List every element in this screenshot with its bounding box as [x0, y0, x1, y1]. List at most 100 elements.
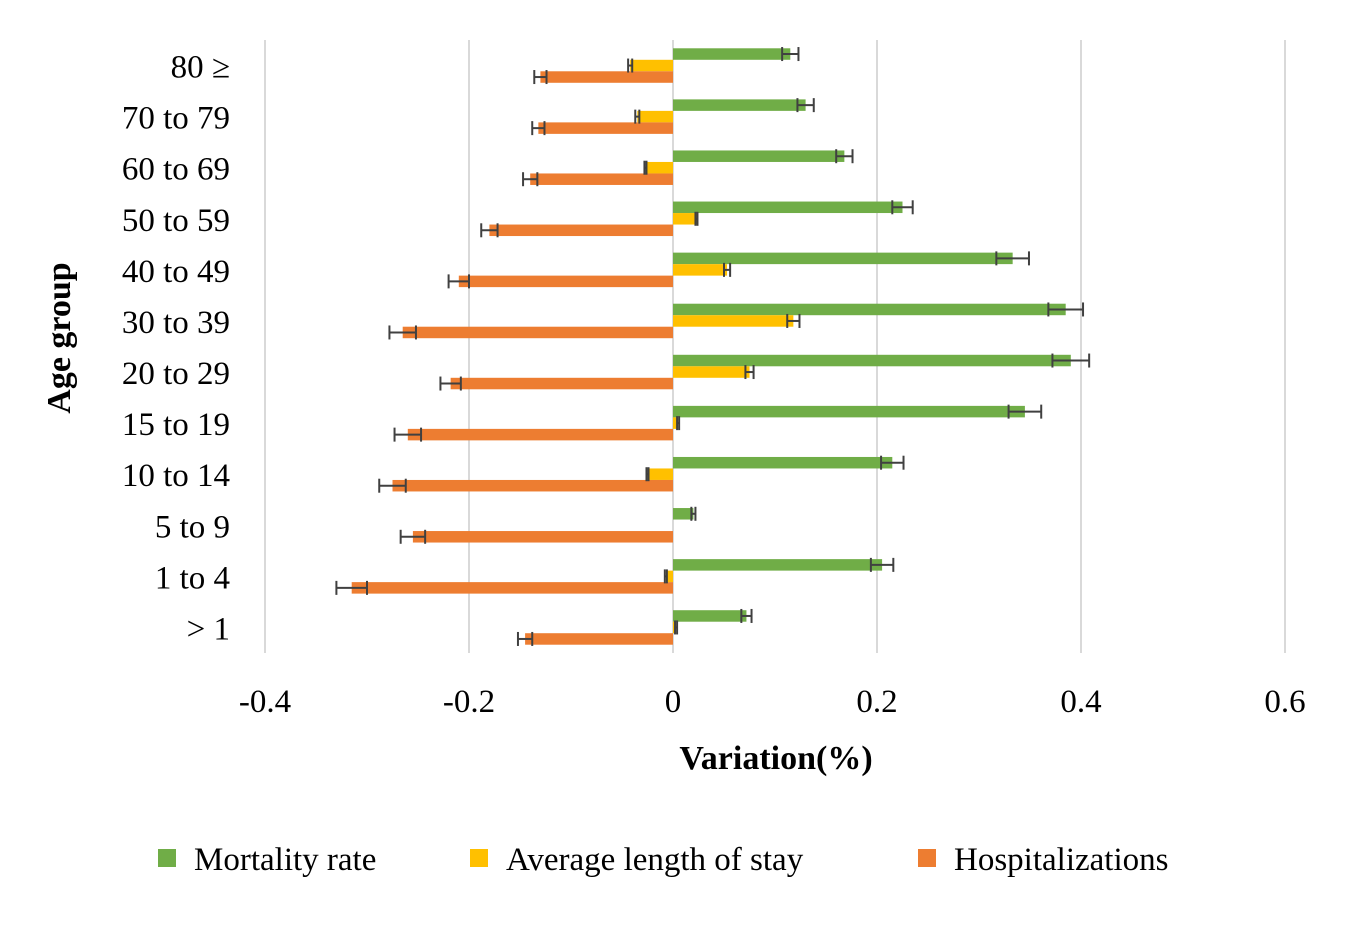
- error-bar: [694, 211, 699, 226]
- error-bar: [663, 569, 668, 584]
- error-bar: [781, 47, 800, 62]
- category-label: 15 to 19: [122, 407, 230, 443]
- bar-average-length-of-stay: [673, 366, 750, 378]
- bar-hospitalizations: [458, 275, 673, 288]
- error-bar: [744, 365, 755, 380]
- error-bar: [522, 172, 539, 187]
- bar-hospitalizations: [540, 71, 673, 83]
- category-label: 60 to 69: [122, 152, 230, 188]
- x-tick-label: 0: [665, 684, 682, 720]
- legend-swatch: [158, 849, 176, 867]
- error-bar: [627, 58, 634, 73]
- legend-item: Hospitalizations: [918, 842, 1168, 878]
- error-bar: [995, 251, 1030, 266]
- category-label: > 1: [187, 611, 230, 647]
- error-bar: [393, 427, 423, 442]
- error-bar: [645, 467, 650, 482]
- category-label: 5 to 9: [155, 509, 230, 545]
- error-bar: [786, 313, 801, 328]
- bar-average-length-of-stay: [637, 110, 673, 123]
- bar-hospitalizations: [489, 224, 673, 237]
- bar-average-length-of-stay: [630, 59, 673, 72]
- bar-average-length-of-stay: [665, 570, 673, 583]
- bar-hospitalizations: [392, 479, 673, 492]
- legend-swatch: [470, 849, 488, 867]
- category-label: 40 to 49: [122, 254, 230, 290]
- error-bar: [516, 631, 534, 646]
- legend-item: Mortality rate: [158, 842, 376, 878]
- error-bar: [533, 70, 548, 85]
- legend-swatch: [918, 849, 936, 867]
- error-bar: [869, 557, 895, 572]
- error-bar: [1047, 302, 1085, 317]
- error-bar: [378, 478, 407, 493]
- gridlines: [264, 40, 1286, 653]
- error-bar: [835, 149, 854, 164]
- error-bar: [674, 620, 679, 635]
- error-bar: [447, 274, 470, 289]
- bar-mortality-rate: [673, 610, 747, 622]
- error-bar: [388, 325, 417, 340]
- error-bar: [1051, 353, 1091, 368]
- bar-hospitalizations: [351, 582, 673, 594]
- error-bar: [676, 416, 681, 431]
- error-bar: [634, 109, 641, 124]
- bar-hospitalizations: [412, 531, 673, 543]
- error-bar: [723, 262, 732, 277]
- bar-mortality-rate: [673, 201, 903, 214]
- error-bar: [690, 506, 697, 521]
- bar-hospitalizations: [450, 377, 673, 390]
- bars: [351, 48, 1071, 645]
- error-bar: [335, 580, 368, 595]
- error-bar: [643, 160, 648, 175]
- legend-item: Average length of stay: [470, 842, 804, 878]
- category-label: 80 ≥: [171, 50, 230, 86]
- category-label: 50 to 59: [122, 203, 230, 239]
- x-tick-labels: -0.4 -0.2 0 0.2 0.4 0.6: [239, 684, 1306, 720]
- legend-label: Average length of stay: [506, 842, 804, 878]
- category-label: 10 to 14: [122, 458, 230, 494]
- bar-hospitalizations: [407, 428, 673, 441]
- error-bar: [880, 455, 905, 470]
- x-tick-label: -0.4: [239, 684, 291, 720]
- bar-mortality-rate: [673, 354, 1071, 367]
- bar-mortality-rate: [673, 150, 845, 162]
- bar-mortality-rate: [673, 48, 791, 60]
- bar-hospitalizations: [402, 326, 673, 339]
- bar-average-length-of-stay: [673, 417, 679, 429]
- bar-average-length-of-stay: [673, 213, 697, 225]
- category-label: 30 to 39: [122, 305, 230, 341]
- bar-mortality-rate: [673, 456, 893, 469]
- bar-mortality-rate: [673, 559, 883, 571]
- legend-label: Mortality rate: [194, 842, 376, 878]
- error-bar: [796, 98, 815, 113]
- bar-average-length-of-stay: [647, 468, 673, 480]
- error-bar: [1007, 404, 1043, 419]
- error-bar: [439, 376, 462, 391]
- x-tick-label: 0.6: [1264, 684, 1305, 720]
- x-tick-label: 0.2: [856, 684, 897, 720]
- error-bar: [740, 608, 753, 623]
- bar-mortality-rate: [673, 252, 1013, 265]
- error-bar: [531, 121, 546, 136]
- bar-average-length-of-stay: [645, 161, 673, 174]
- error-bar: [891, 200, 914, 215]
- legend-label: Hospitalizations: [954, 842, 1168, 878]
- error-bar: [399, 529, 427, 544]
- category-label: 1 to 4: [155, 560, 230, 596]
- legend: Mortality rate Average length of stay Hosp…: [158, 842, 1168, 878]
- bar-hospitalizations: [538, 122, 673, 134]
- x-tick-label: -0.2: [443, 684, 495, 720]
- y-axis-title: Age group: [41, 262, 78, 413]
- bar-mortality-rate: [673, 99, 806, 111]
- x-axis-title: Variation(%): [679, 740, 872, 777]
- category-label: 20 to 29: [122, 356, 230, 392]
- category-label: 70 to 79: [122, 101, 230, 137]
- bar-hospitalizations: [525, 633, 673, 645]
- x-tick-label: 0.4: [1060, 684, 1101, 720]
- bar-hospitalizations: [530, 173, 673, 185]
- bar-mortality-rate: [673, 303, 1066, 316]
- error-bar: [480, 223, 499, 238]
- bar-mortality-rate: [673, 508, 694, 520]
